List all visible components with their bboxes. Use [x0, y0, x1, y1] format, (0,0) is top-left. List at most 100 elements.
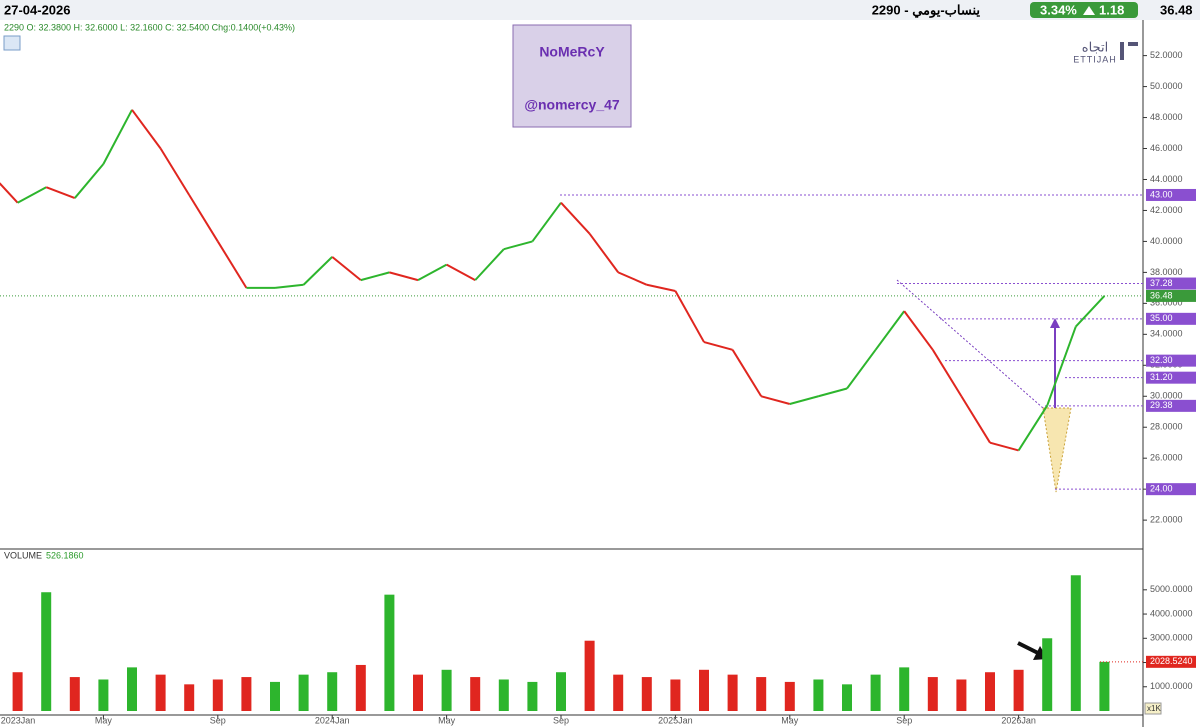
- price-segment: [474, 248, 505, 281]
- volume-bar: [527, 681, 538, 711]
- volume-bar: [355, 664, 366, 711]
- volume-bar: [842, 684, 852, 711]
- price-segment: [102, 109, 133, 165]
- level-label: 24.00: [1150, 484, 1173, 494]
- price-segment: [1017, 405, 1049, 451]
- y-tick-label: 36.0000: [1150, 298, 1183, 308]
- price-segment: [931, 349, 963, 397]
- price-segment: [989, 441, 1019, 452]
- volume-title: VOLUME: [4, 550, 42, 560]
- watermark-handle: @nomercy_47: [524, 97, 620, 113]
- volume-bar: [1070, 575, 1081, 711]
- change-box: [1030, 2, 1138, 18]
- price-segment: [417, 263, 448, 282]
- level-box: [1146, 354, 1196, 367]
- x-tick-label: Sep: [210, 715, 226, 725]
- volume-bar: [413, 674, 423, 711]
- pointer-arrow: [1017, 641, 1041, 656]
- x-tick-label: 2024Jan: [315, 715, 350, 725]
- volume-bar: [813, 679, 824, 711]
- volume-bar: [613, 674, 624, 711]
- price-segment: [159, 147, 191, 196]
- y-tick-label: 28.0000: [1150, 422, 1183, 432]
- volume-bar: [670, 679, 681, 711]
- price-segment: [331, 256, 362, 281]
- x-tick-label: 2025Jan: [658, 715, 693, 725]
- x-tick-label: May: [781, 715, 799, 725]
- price-segment: [731, 349, 763, 397]
- y-tick-label: 50.0000: [1150, 81, 1183, 91]
- level-box: [1146, 188, 1196, 201]
- volume-bar: [899, 667, 910, 711]
- level-label: 31.20: [1150, 372, 1173, 382]
- price-segment: [617, 271, 648, 286]
- volume-bar: [241, 677, 252, 711]
- price-segment: [674, 290, 705, 343]
- up-arrow: [1083, 6, 1095, 15]
- volume-bar: [12, 672, 23, 711]
- x-tick-label: Sep: [896, 715, 912, 725]
- volume-bar: [155, 674, 166, 711]
- volume-bar: [69, 677, 80, 711]
- price-segment: [531, 202, 562, 243]
- volume-bar: [1042, 638, 1053, 711]
- volume-bar: [784, 681, 795, 711]
- price-segment: [588, 233, 620, 273]
- current-price-box: [1146, 289, 1196, 302]
- ohlc: 2290 O: 32.3800 H: 32.6000 L: 32.1600 C:…: [4, 22, 295, 32]
- y-tick-label: 48.0000: [1150, 112, 1183, 122]
- price-segment: [188, 194, 219, 242]
- symbol-title: 2290 - ينساب-يومي: [872, 2, 981, 18]
- level-label: 37.28: [1150, 278, 1173, 288]
- price-segment: [1075, 295, 1106, 328]
- price-segment: [360, 271, 390, 282]
- logo-arabic: اتجاه: [1082, 39, 1108, 54]
- price-segment: [818, 387, 848, 398]
- volume-bar: [756, 677, 767, 711]
- level-label: 29.38: [1150, 400, 1173, 410]
- volume-subtitle: 526.1860: [46, 550, 84, 560]
- x-tick-label: May: [95, 715, 113, 725]
- price-segment: [131, 109, 162, 150]
- level-label: 32.30: [1150, 355, 1173, 365]
- y-tick-label: 40.0000: [1150, 236, 1183, 246]
- price-segment: [846, 349, 877, 390]
- volume-bar: [870, 674, 881, 711]
- volume-bar: [1013, 669, 1024, 711]
- price-segment: [874, 310, 906, 351]
- current-volume-box: [1146, 655, 1196, 668]
- watermark-name: NoMeRcY: [539, 44, 605, 60]
- volume-bar: [212, 679, 223, 711]
- x-tick-label: 2023Jan: [1, 715, 36, 725]
- volume-bar: [985, 672, 995, 711]
- volume-bar: [498, 679, 509, 711]
- unit-box: [1144, 702, 1162, 715]
- level-label: 43.00: [1150, 189, 1173, 199]
- level-box: [1146, 277, 1196, 290]
- y-tick-label: 4000.0000: [1150, 608, 1193, 618]
- y-tick-label: 44.0000: [1150, 174, 1183, 184]
- change: 1.18: [1099, 2, 1124, 17]
- price-segment: [503, 240, 533, 251]
- volume-bar: [98, 679, 109, 711]
- volume-bar: [184, 684, 195, 711]
- price-segment: [903, 310, 934, 351]
- volume-bar: [927, 677, 938, 711]
- volume-bar: [1099, 661, 1110, 711]
- price-segment: [789, 395, 819, 405]
- price-segment: [216, 240, 248, 289]
- x-tick-label: 2026Jan: [1001, 715, 1036, 725]
- y-tick-label: 42.0000: [1150, 205, 1183, 215]
- price-segment: [446, 263, 476, 282]
- change-percent: 3.34%: [1040, 2, 1077, 17]
- price-segment: [74, 163, 105, 199]
- logo-mark: [1120, 42, 1124, 60]
- level-box: [1146, 312, 1196, 325]
- volume-bar: [956, 679, 967, 711]
- last-price: 36.48: [1160, 2, 1193, 17]
- target-arrow-head: [1050, 318, 1060, 328]
- level-label: 35.00: [1150, 313, 1173, 323]
- volume-bar: [41, 592, 52, 711]
- volume-bar: [727, 674, 738, 711]
- volume-bar: [641, 677, 652, 711]
